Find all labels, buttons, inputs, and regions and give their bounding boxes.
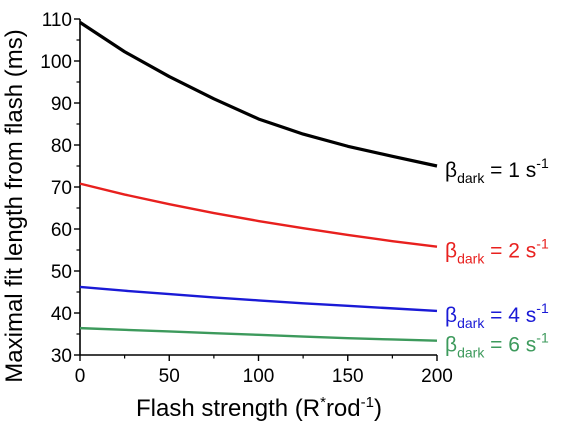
x-tick-label: 0: [75, 366, 86, 387]
series-label-3: βdark = 4 s-1: [445, 300, 549, 331]
y-tick-label: 40: [51, 304, 72, 325]
plot-axes: 0 50 100 150 200 30 40 50 60 70 80 90 100 110: [40, 10, 453, 387]
y-tick-label: 70: [51, 178, 72, 199]
series-line-2: [79, 182, 438, 248]
y-tick-label: 90: [51, 94, 72, 115]
y-tick-label: 80: [51, 136, 72, 157]
plot-series: [79, 21, 438, 342]
series-label-1: βdark = 1 s-1: [445, 155, 549, 186]
series-label-4: βdark = 6 s-1: [445, 330, 549, 361]
plot-labels: βdark = 1 s-1 βdark = 2 s-1 βdark = 4 s-1β…: [445, 155, 549, 361]
y-tick-label: 60: [51, 220, 72, 241]
y-tick-label: 50: [51, 262, 72, 283]
y-tick-label: 110: [42, 10, 72, 31]
series-line-1: [79, 21, 438, 168]
y-tick-label: 100: [40, 52, 72, 73]
series-line-4: [79, 326, 438, 342]
x-tick-label: 100: [243, 366, 275, 387]
x-tick-label: 150: [332, 366, 364, 387]
y-axis-title: Maximal fit length from flash (ms): [1, 29, 28, 382]
x-axis-title: Flash strength (R*rod-1): [136, 394, 382, 422]
series-line-3: [79, 285, 438, 313]
series-label-2: βdark = 2 s-1: [445, 236, 549, 267]
x-tick-label: 50: [159, 366, 180, 387]
x-tick-label: 200: [421, 366, 453, 387]
y-tick-label: 30: [51, 346, 72, 367]
